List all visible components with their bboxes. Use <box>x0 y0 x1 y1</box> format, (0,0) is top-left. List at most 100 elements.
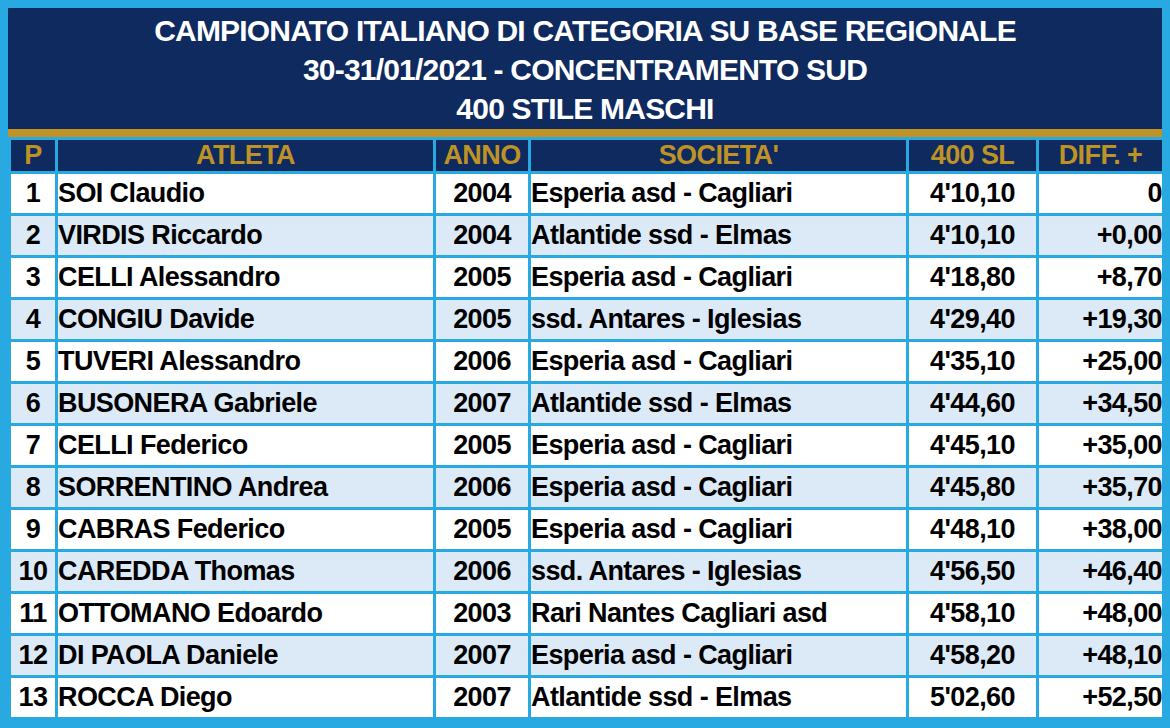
cell-club: Esperia asd - Cagliari <box>530 509 908 551</box>
cell-position: 3 <box>10 257 57 299</box>
cell-athlete: CELLI Alessandro <box>57 257 435 299</box>
col-header-time: 400 SL <box>908 139 1038 173</box>
cell-athlete: VIRDIS Riccardo <box>57 215 435 257</box>
cell-club: Esperia asd - Cagliari <box>530 257 908 299</box>
cell-athlete: CAREDDA Thomas <box>57 551 435 593</box>
cell-club: Esperia asd - Cagliari <box>530 173 908 215</box>
cell-athlete: OTTOMANO Edoardo <box>57 593 435 635</box>
cell-diff: 0 <box>1038 173 1164 215</box>
table-row: 4 CONGIU Davide 2005 ssd. Antares - Igle… <box>10 299 1164 341</box>
cell-time: 4'48,10 <box>908 509 1038 551</box>
gold-divider <box>8 129 1162 137</box>
table-row: 10 CAREDDA Thomas 2006 ssd. Antares - Ig… <box>10 551 1164 593</box>
title-block: CAMPIONATO ITALIANO DI CATEGORIA SU BASE… <box>8 8 1162 129</box>
table-row: 5 TUVERI Alessandro 2006 Esperia asd - C… <box>10 341 1164 383</box>
cell-position: 9 <box>10 509 57 551</box>
cell-time: 4'56,50 <box>908 551 1038 593</box>
cell-time: 4'35,10 <box>908 341 1038 383</box>
table-row: 2 VIRDIS Riccardo 2004 Atlantide ssd - E… <box>10 215 1164 257</box>
cell-athlete: SOI Claudio <box>57 173 435 215</box>
cell-time: 4'18,80 <box>908 257 1038 299</box>
cell-athlete: SORRENTINO Andrea <box>57 467 435 509</box>
col-header-year: ANNO <box>435 139 530 173</box>
cell-diff: +0,00 <box>1038 215 1164 257</box>
cell-position: 1 <box>10 173 57 215</box>
cell-club: Atlantide ssd - Elmas <box>530 215 908 257</box>
cell-position: 8 <box>10 467 57 509</box>
table-row: 13 ROCCA Diego 2007 Atlantide ssd - Elma… <box>10 677 1164 719</box>
cell-athlete: TUVERI Alessandro <box>57 341 435 383</box>
cell-time: 4'10,10 <box>908 173 1038 215</box>
cell-position: 6 <box>10 383 57 425</box>
cell-year: 2006 <box>435 551 530 593</box>
table-row: 7 CELLI Federico 2005 Esperia asd - Cagl… <box>10 425 1164 467</box>
cell-year: 2004 <box>435 173 530 215</box>
cell-year: 2005 <box>435 299 530 341</box>
table-row: 8 SORRENTINO Andrea 2006 Esperia asd - C… <box>10 467 1164 509</box>
cell-diff: +48,00 <box>1038 593 1164 635</box>
cell-diff: +48,10 <box>1038 635 1164 677</box>
cell-year: 2007 <box>435 383 530 425</box>
cell-athlete: BUSONERA Gabriele <box>57 383 435 425</box>
cell-diff: +35,70 <box>1038 467 1164 509</box>
cell-club: Rari Nantes Cagliari asd <box>530 593 908 635</box>
cell-time: 4'29,40 <box>908 299 1038 341</box>
col-header-diff: DIFF. + <box>1038 139 1164 173</box>
cell-time: 4'58,10 <box>908 593 1038 635</box>
table-row: 6 BUSONERA Gabriele 2007 Atlantide ssd -… <box>10 383 1164 425</box>
table-row: 1 SOI Claudio 2004 Esperia asd - Cagliar… <box>10 173 1164 215</box>
cell-diff: +38,00 <box>1038 509 1164 551</box>
cell-year: 2004 <box>435 215 530 257</box>
title-line-event-date: 30-31/01/2021 - CONCENTRAMENTO SUD <box>8 50 1162 89</box>
cell-time: 4'45,10 <box>908 425 1038 467</box>
cell-position: 12 <box>10 635 57 677</box>
cell-time: 4'58,20 <box>908 635 1038 677</box>
cell-diff: +35,00 <box>1038 425 1164 467</box>
col-header-club: SOCIETA' <box>530 139 908 173</box>
cell-athlete: CABRAS Federico <box>57 509 435 551</box>
cell-year: 2005 <box>435 425 530 467</box>
cell-position: 11 <box>10 593 57 635</box>
table-row: 3 CELLI Alessandro 2005 Esperia asd - Ca… <box>10 257 1164 299</box>
cell-time: 4'10,10 <box>908 215 1038 257</box>
cell-year: 2003 <box>435 593 530 635</box>
cell-time: 4'44,60 <box>908 383 1038 425</box>
cell-diff: +34,50 <box>1038 383 1164 425</box>
cell-diff: +19,30 <box>1038 299 1164 341</box>
cell-club: Atlantide ssd - Elmas <box>530 677 908 719</box>
cell-position: 13 <box>10 677 57 719</box>
cell-athlete: CONGIU Davide <box>57 299 435 341</box>
cell-year: 2005 <box>435 509 530 551</box>
cell-year: 2006 <box>435 467 530 509</box>
results-sheet: CAMPIONATO ITALIANO DI CATEGORIA SU BASE… <box>8 8 1162 720</box>
cell-time: 4'45,80 <box>908 467 1038 509</box>
cell-diff: +52,50 <box>1038 677 1164 719</box>
cell-time: 5'02,60 <box>908 677 1038 719</box>
col-header-athlete: ATLETA <box>57 139 435 173</box>
cell-position: 10 <box>10 551 57 593</box>
cell-athlete: DI PAOLA Daniele <box>57 635 435 677</box>
cell-diff: +8,70 <box>1038 257 1164 299</box>
cell-position: 5 <box>10 341 57 383</box>
table-row: 12 DI PAOLA Daniele 2007 Esperia asd - C… <box>10 635 1164 677</box>
results-table: P ATLETA ANNO SOCIETA' 400 SL DIFF. + 1 … <box>8 137 1165 720</box>
cell-club: Esperia asd - Cagliari <box>530 341 908 383</box>
cell-position: 7 <box>10 425 57 467</box>
cell-club: Esperia asd - Cagliari <box>530 425 908 467</box>
cell-club: Esperia asd - Cagliari <box>530 635 908 677</box>
table-row: 11 OTTOMANO Edoardo 2003 Rari Nantes Cag… <box>10 593 1164 635</box>
cell-club: ssd. Antares - Iglesias <box>530 551 908 593</box>
cell-club: ssd. Antares - Iglesias <box>530 299 908 341</box>
table-row: 9 CABRAS Federico 2005 Esperia asd - Cag… <box>10 509 1164 551</box>
title-line-race: 400 STILE MASCHI <box>8 89 1162 128</box>
cell-diff: +25,00 <box>1038 341 1164 383</box>
col-header-position: P <box>10 139 57 173</box>
cell-year: 2005 <box>435 257 530 299</box>
cell-diff: +46,40 <box>1038 551 1164 593</box>
cell-athlete: ROCCA Diego <box>57 677 435 719</box>
cell-club: Atlantide ssd - Elmas <box>530 383 908 425</box>
cell-position: 4 <box>10 299 57 341</box>
cell-position: 2 <box>10 215 57 257</box>
cell-year: 2007 <box>435 677 530 719</box>
title-line-championship: CAMPIONATO ITALIANO DI CATEGORIA SU BASE… <box>8 11 1162 50</box>
